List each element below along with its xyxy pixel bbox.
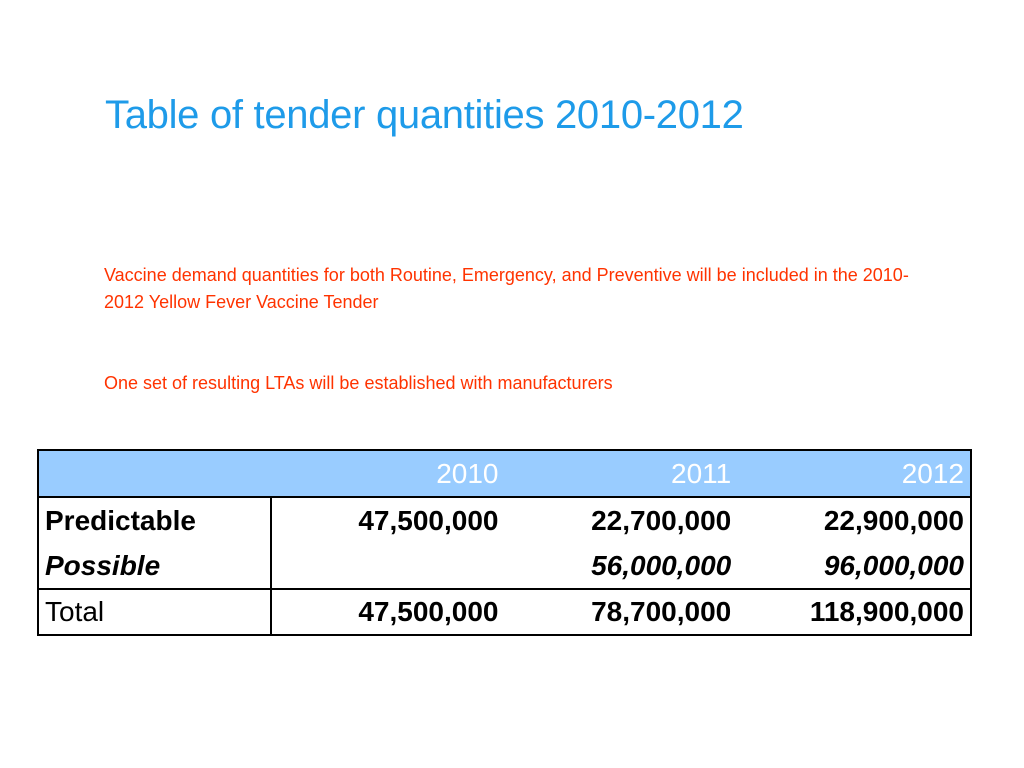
predictable-2010-value: 47,500,000 <box>358 505 499 536</box>
predictable-2012-value: 22,900,000 <box>823 505 964 536</box>
total-2011-value: 78,700,000 <box>504 588 738 635</box>
total-2012-value: 118,900,000 <box>737 588 971 635</box>
possible-2012-value: 96,000,000 <box>823 550 964 581</box>
table-footer: Total 47,500,000 78,700,000 118,900,000 <box>38 588 971 635</box>
page-title: Table of tender quantities 2010-2012 <box>105 93 744 137</box>
header-label-cell <box>38 450 271 498</box>
header-year-2010: 2010 <box>270 450 505 498</box>
row-label-possible: Possible <box>38 544 272 589</box>
tender-scope-note: Vaccine demand quantities for both Routi… <box>104 265 909 312</box>
lta-note: One set of resulting LTAs will be establ… <box>104 373 613 393</box>
header-year-2012: 2012 <box>737 450 971 498</box>
row-label-total: Total <box>38 588 272 635</box>
header-row: 2010 2011 2012 <box>38 450 971 498</box>
table-row-total: Total 47,500,000 78,700,000 118,900,000 <box>38 588 971 635</box>
tender-quantities-table: 2010 2011 2012 Predictable 47,500,000 22… <box>37 449 972 636</box>
table-header: 2010 2011 2012 <box>38 450 971 498</box>
table-row-possible: Possible 56,000,000 96,000,000 <box>38 544 971 589</box>
possible-2010-value <box>271 544 505 589</box>
table-body: Predictable 47,500,000 22,700,000 22,900… <box>38 497 971 589</box>
table-row-predictable: Predictable 47,500,000 22,700,000 22,900… <box>38 497 971 544</box>
total-2010-value: 47,500,000 <box>270 588 505 635</box>
possible-2011-value: 56,000,000 <box>591 550 732 581</box>
row-label-predictable: Predictable <box>38 497 272 544</box>
predictable-2011-value: 22,700,000 <box>591 505 732 536</box>
header-year-2011: 2011 <box>504 450 738 498</box>
